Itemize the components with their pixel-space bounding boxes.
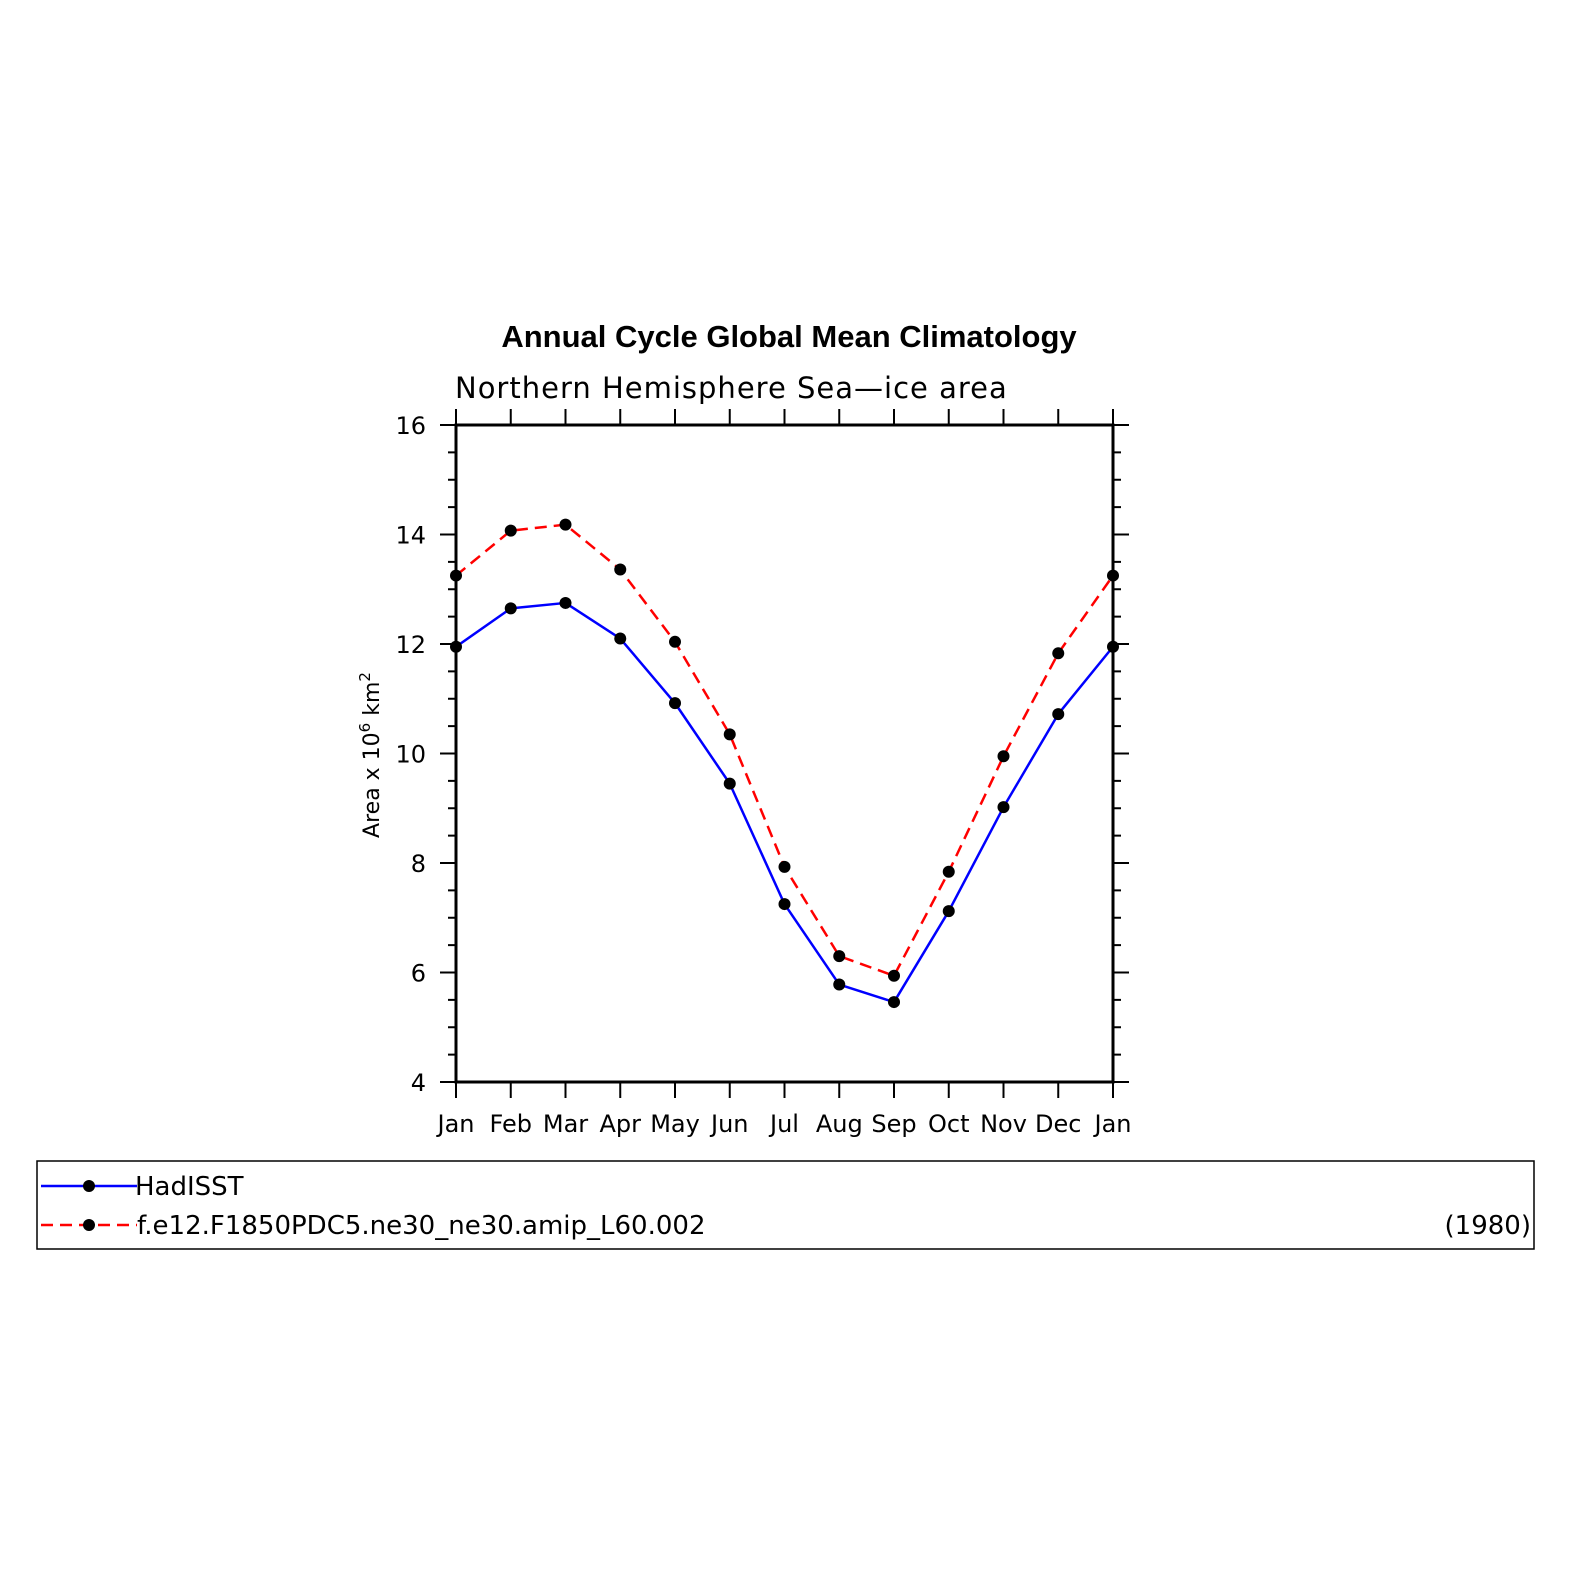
x-tick-label: Mar (543, 1110, 588, 1138)
chart-subtitle: Northern Hemisphere Sea—ice area (455, 371, 1008, 405)
series-line-hadisst (455, 601, 1114, 1004)
legend-year-label: (1980) (1445, 1211, 1531, 1241)
data-point-model (669, 635, 681, 648)
data-point-model (1052, 647, 1065, 660)
data-point-hadisst (723, 777, 736, 790)
data-point-hadisst (1107, 640, 1119, 653)
x-tick-label: Oct (928, 1110, 970, 1138)
data-point-hadisst (1052, 708, 1065, 721)
data-point-model (942, 865, 955, 878)
x-tick-label: Nov (980, 1110, 1027, 1138)
x-tick-label: Feb (490, 1110, 533, 1138)
data-point-hadisst (504, 602, 517, 615)
chart-title: Annual Cycle Global Mean Climatology (501, 319, 1077, 354)
data-point-hadisst (450, 640, 462, 653)
data-point-model (723, 728, 736, 741)
data-point-model (504, 524, 517, 537)
x-axis: Jan Feb Mar Apr May Jun Jul Aug Sep Oct Nov Dec Jan (436, 409, 1132, 1138)
data-point-model (450, 569, 462, 582)
data-point-hadisst (559, 596, 572, 609)
x-tick-label: May (650, 1110, 700, 1138)
data-point-hadisst (669, 697, 681, 710)
x-tick-label: Jul (768, 1110, 799, 1138)
x-tick-label: Jun (709, 1110, 749, 1138)
data-point-model (997, 750, 1010, 763)
data-point-model (778, 860, 791, 873)
legend-marker-model (83, 1219, 95, 1231)
data-point-hadisst (997, 801, 1010, 814)
y-tick-label: 6 (411, 960, 426, 988)
y-tick-label: 8 (411, 850, 426, 878)
data-point-hadisst (778, 898, 791, 911)
plot-frame (454, 423, 1115, 1084)
y-tick-label: 10 (395, 741, 426, 769)
data-point-model (1107, 569, 1119, 582)
data-point-hadisst (888, 996, 900, 1009)
data-point-hadisst (833, 978, 846, 991)
x-tick-label: Jan (436, 1110, 475, 1138)
legend-label-hadisst: HadISST (135, 1172, 244, 1202)
x-tick-label: Dec (1035, 1110, 1081, 1138)
data-point-model (559, 518, 572, 531)
y-tick-label: 4 (411, 1069, 426, 1097)
y-axis: 4 6 8 10 12 14 16 (395, 412, 1129, 1097)
legend-marker-hadisst (83, 1180, 95, 1192)
x-tick-label: Sep (871, 1110, 916, 1138)
y-tick-label: 14 (395, 522, 426, 550)
data-point-model (614, 563, 627, 576)
data-point-hadisst (614, 632, 627, 645)
y-tick-label: 12 (395, 631, 426, 659)
legend-label-model: f.e12.F1850PDC5.ne30_ne30.amip_L60.002 (137, 1211, 705, 1241)
data-point-model (888, 969, 900, 982)
x-tick-label: Jan (1093, 1110, 1132, 1138)
series-layer (450, 518, 1119, 1009)
data-point-model (833, 950, 846, 963)
y-axis-label: Area x 106 km2 (356, 672, 385, 838)
y-tick-label: 16 (395, 412, 426, 440)
legend: HadISST f.e12.F1850PDC5.ne30_ne30.amip_L… (36, 1160, 1535, 1250)
data-point-hadisst (942, 905, 955, 918)
x-tick-label: Aug (816, 1110, 863, 1138)
x-tick-label: Apr (599, 1110, 641, 1138)
plot-border (454, 423, 1115, 1084)
legend-box (36, 1160, 1535, 1250)
